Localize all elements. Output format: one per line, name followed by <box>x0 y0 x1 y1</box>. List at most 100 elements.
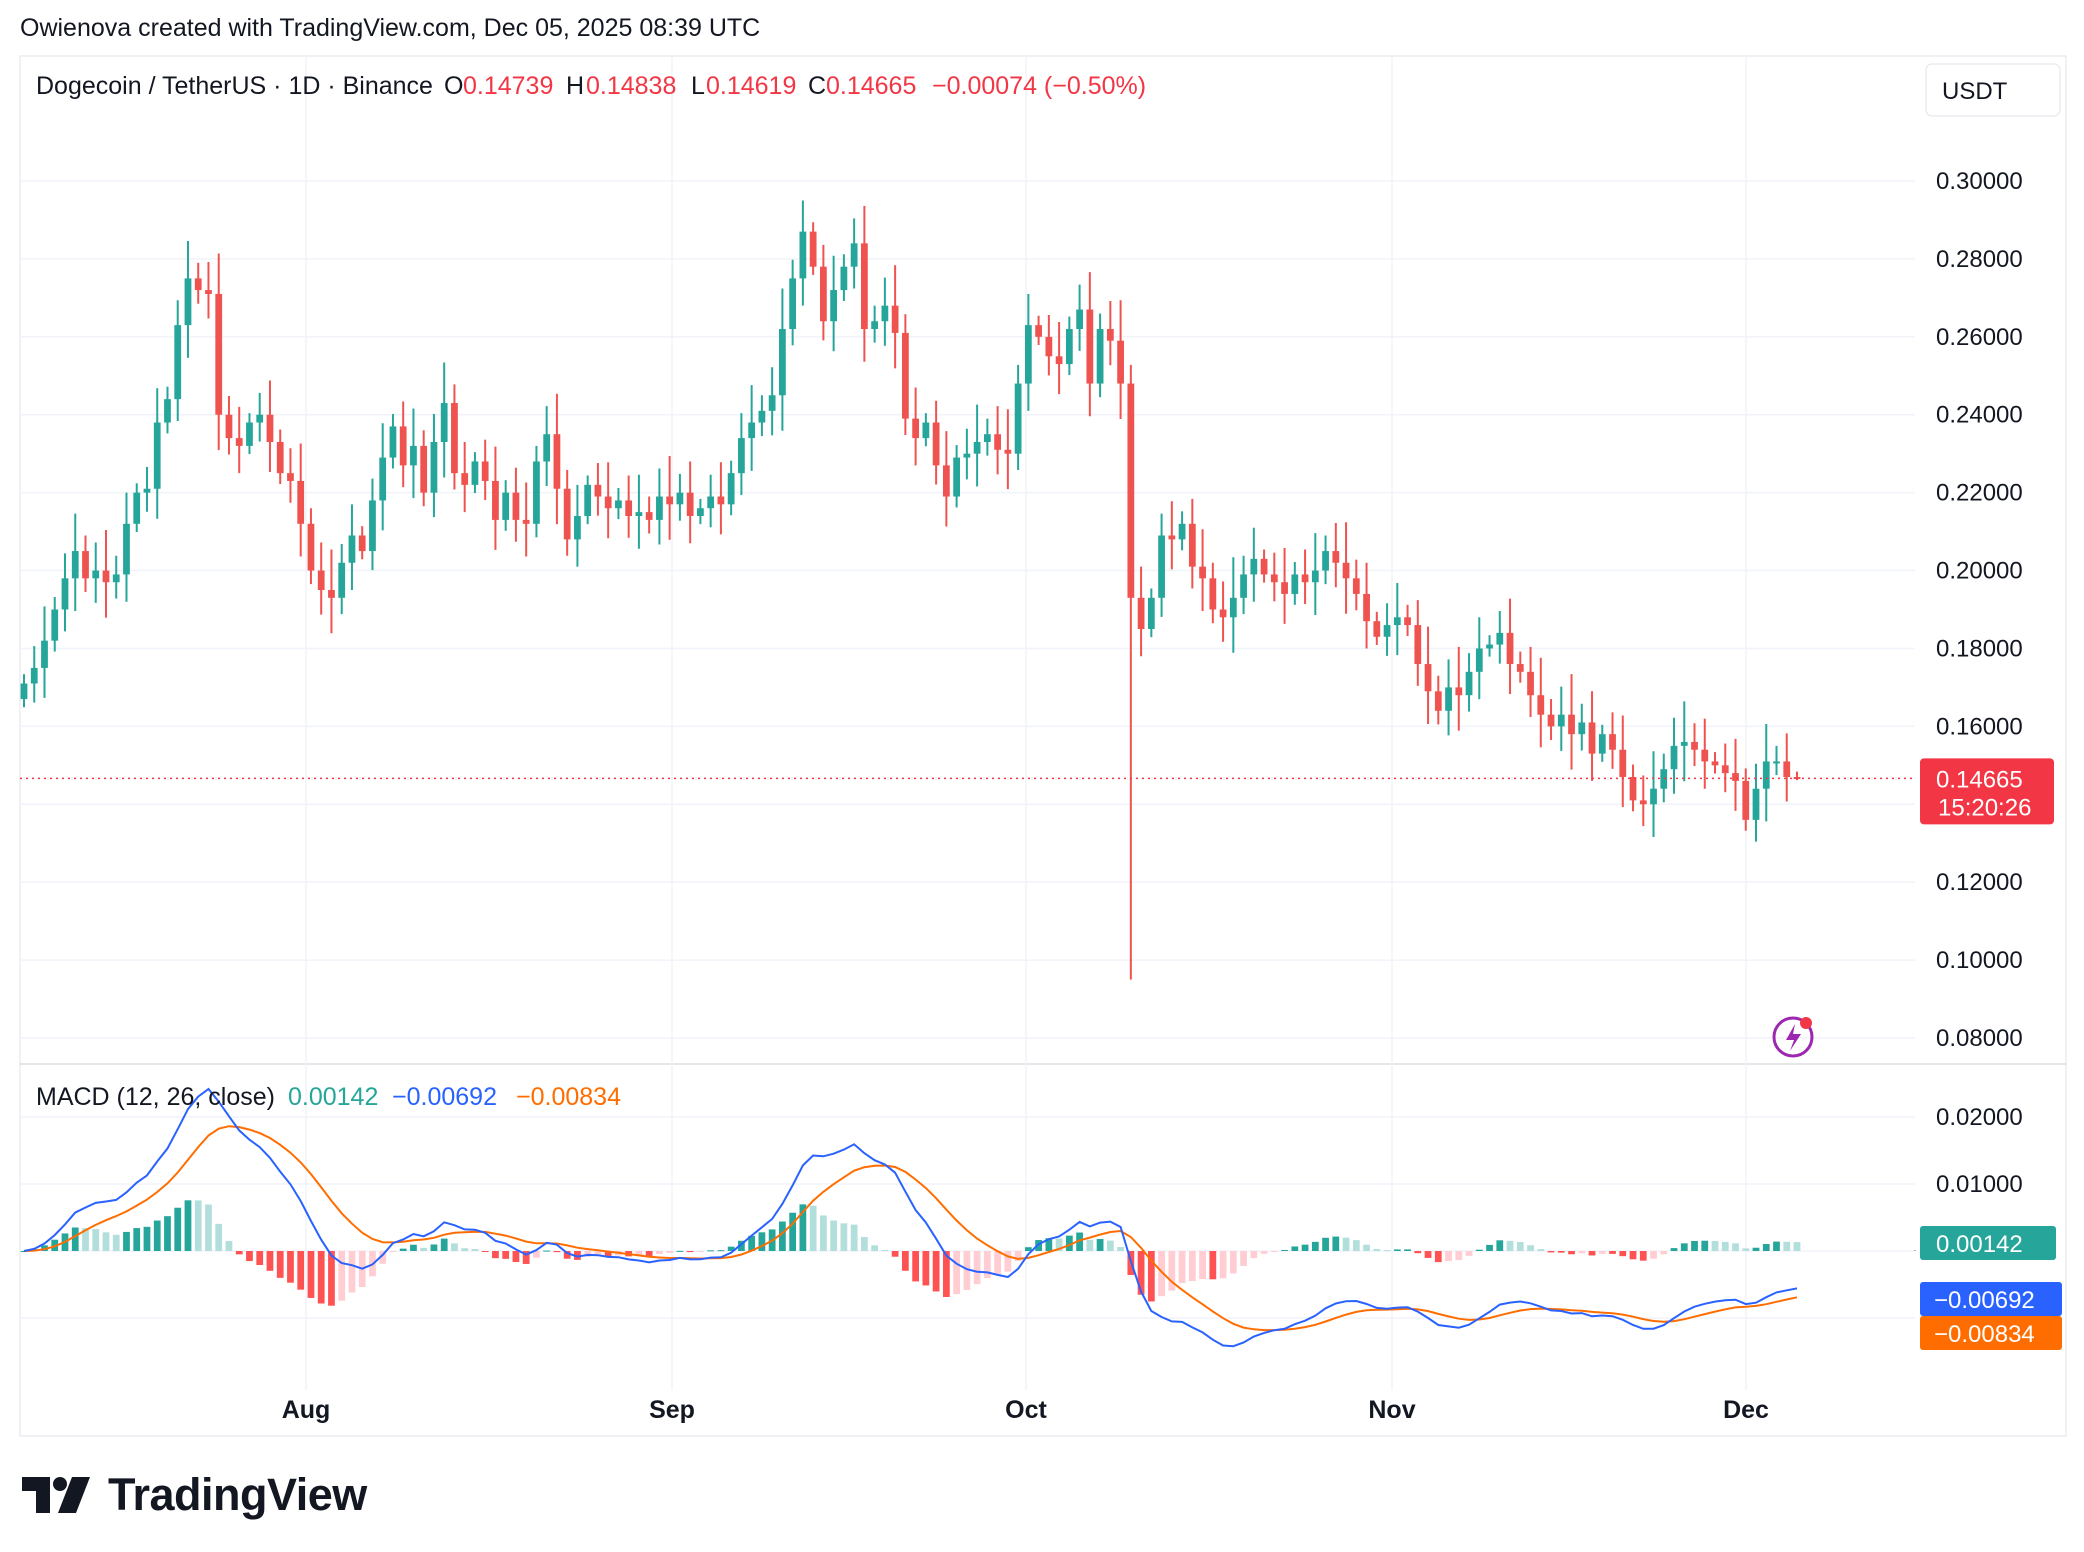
macd-line <box>23 1087 1798 1348</box>
candle-body <box>451 403 458 474</box>
candle-body <box>225 414 233 439</box>
macd-hist-bar <box>840 1223 848 1251</box>
candle-body <box>133 492 141 524</box>
candle-body <box>727 473 735 505</box>
price-axis[interactable]: 0.30000 0.28000 0.26000 0.24000 0.22000 0.200… <box>1936 168 2023 1052</box>
candle-body <box>1291 574 1299 594</box>
macd-hist-bar <box>994 1251 1001 1275</box>
currency-button[interactable] <box>1925 63 2061 117</box>
low-label: L <box>691 72 705 100</box>
candle-body <box>1024 325 1032 384</box>
candle-body <box>1147 597 1155 629</box>
candle-body <box>1455 687 1463 696</box>
candle-body <box>676 492 684 505</box>
symbol-title[interactable]: Dogecoin / TetherUS · 1D · Binance <box>36 72 433 100</box>
candle-body <box>287 473 294 481</box>
candle-body <box>1086 309 1094 384</box>
candle-body <box>379 457 387 501</box>
macd-hist-bar <box>1281 1249 1288 1251</box>
candle-body <box>983 434 991 442</box>
macd-title[interactable]: MACD (12, 26, close) <box>36 1083 275 1111</box>
macd-hist-bar <box>287 1251 294 1283</box>
candle-body <box>61 578 69 610</box>
candle-body <box>891 305 899 333</box>
candle-body <box>1352 578 1360 594</box>
macd-hist-bar <box>1147 1251 1155 1302</box>
candle-body <box>953 457 961 497</box>
macd-hist-bar <box>584 1251 592 1257</box>
macd-hist-bar <box>1291 1246 1299 1251</box>
candle-body <box>1537 695 1545 715</box>
macd-hist-bar <box>1168 1251 1176 1291</box>
macd-hist-bar <box>779 1221 786 1251</box>
time-axis[interactable]: Aug Sep Oct Nov Dec <box>282 1396 1769 1424</box>
macd-hist-bar <box>1137 1251 1145 1295</box>
lightning-alert-icon[interactable] <box>1772 1016 1814 1058</box>
candle-body <box>1014 383 1022 454</box>
candle-body <box>707 496 715 509</box>
candle-body <box>1404 617 1411 626</box>
macd-hist-bar <box>1527 1245 1534 1251</box>
candle-body <box>1578 722 1586 735</box>
candle-body <box>51 609 59 641</box>
macd-hist-bar <box>1557 1251 1565 1253</box>
candle-body <box>71 551 79 579</box>
candle-body <box>799 231 807 279</box>
macd-hist-bar <box>71 1227 79 1251</box>
macd-hist-bar <box>1373 1249 1381 1251</box>
macd-hist-bar <box>963 1251 971 1290</box>
candle-body <box>1475 648 1483 672</box>
candle-body <box>266 414 274 442</box>
price-tick: 0.30000 <box>1936 168 2023 195</box>
candle-body <box>1721 765 1729 774</box>
chart-frame <box>19 55 2067 1437</box>
candle-body <box>584 484 592 517</box>
macd-hist-bar <box>1496 1240 1504 1251</box>
candle-body <box>194 278 202 291</box>
time-label-aug: Aug <box>282 1396 331 1424</box>
macd-hist-bar <box>1393 1249 1401 1251</box>
macd-hist-bar <box>1117 1247 1124 1251</box>
time-label-nov: Nov <box>1368 1396 1415 1424</box>
candle-body <box>369 500 376 552</box>
macd-hist-bar <box>901 1251 909 1271</box>
candle-body <box>768 395 776 411</box>
macd-hist-bar <box>307 1251 315 1298</box>
candle-body <box>215 293 223 415</box>
macd-hist-bar <box>143 1226 151 1251</box>
candle-body <box>1588 722 1596 754</box>
macd-hist-bar <box>102 1232 110 1251</box>
candle-body <box>307 523 315 571</box>
price-tick: 0.26000 <box>1936 324 2023 351</box>
candle-body <box>830 290 838 322</box>
candle-body <box>635 512 643 517</box>
macd-hist-bar <box>1188 1251 1196 1282</box>
candle-body <box>205 290 212 294</box>
candle-body <box>235 438 243 446</box>
macd-hist-bar <box>1076 1232 1083 1251</box>
high-label: H <box>566 72 584 100</box>
macd-hist-bar <box>266 1251 274 1271</box>
tradingview-logo[interactable]: TradingView <box>22 1469 367 1520</box>
macd-hist-bar <box>348 1251 356 1293</box>
macd-hist-bar <box>1045 1238 1053 1251</box>
macd-hist-bar <box>502 1251 510 1259</box>
macd-line-badge <box>1920 1282 2062 1316</box>
macd-hist-bar <box>1414 1251 1422 1254</box>
macd-hist-bar <box>1721 1241 1729 1251</box>
macd-hist-bar <box>399 1248 407 1251</box>
macd-hist-bar <box>1691 1240 1698 1251</box>
candle-body <box>1158 535 1165 598</box>
candle-body <box>1516 664 1524 672</box>
macd-hist-bar <box>276 1251 284 1278</box>
open-value: 0.14739 <box>463 72 553 100</box>
candle-body <box>1424 664 1432 692</box>
candle-body <box>410 445 417 466</box>
macd-hist-bar <box>1732 1243 1739 1251</box>
candle-body <box>1383 625 1391 637</box>
candle-body <box>1322 551 1329 571</box>
macd-hist-bar <box>1434 1251 1442 1263</box>
candle-body <box>850 243 858 267</box>
macd-hist-bar <box>82 1228 89 1251</box>
